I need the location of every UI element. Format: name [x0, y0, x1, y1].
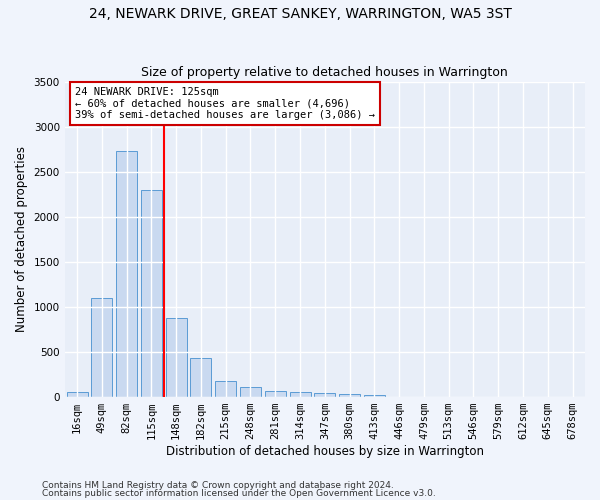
Bar	[215, 382, 236, 396]
Bar	[240, 386, 261, 396]
Bar	[91, 298, 112, 396]
Bar	[166, 318, 187, 396]
Text: 24, NEWARK DRIVE, GREAT SANKEY, WARRINGTON, WA5 3ST: 24, NEWARK DRIVE, GREAT SANKEY, WARRINGT…	[89, 8, 511, 22]
Bar	[265, 391, 286, 396]
Bar	[141, 190, 162, 396]
Text: 24 NEWARK DRIVE: 125sqm
← 60% of detached houses are smaller (4,696)
39% of semi: 24 NEWARK DRIVE: 125sqm ← 60% of detache…	[75, 87, 375, 120]
Title: Size of property relative to detached houses in Warrington: Size of property relative to detached ho…	[142, 66, 508, 80]
X-axis label: Distribution of detached houses by size in Warrington: Distribution of detached houses by size …	[166, 444, 484, 458]
Bar	[290, 392, 311, 396]
Bar	[190, 358, 211, 397]
Text: Contains HM Land Registry data © Crown copyright and database right 2024.: Contains HM Land Registry data © Crown c…	[42, 480, 394, 490]
Bar	[339, 394, 360, 396]
Bar	[364, 395, 385, 396]
Y-axis label: Number of detached properties: Number of detached properties	[15, 146, 28, 332]
Bar	[67, 392, 88, 396]
Bar	[116, 152, 137, 396]
Bar	[314, 393, 335, 396]
Text: Contains public sector information licensed under the Open Government Licence v3: Contains public sector information licen…	[42, 489, 436, 498]
